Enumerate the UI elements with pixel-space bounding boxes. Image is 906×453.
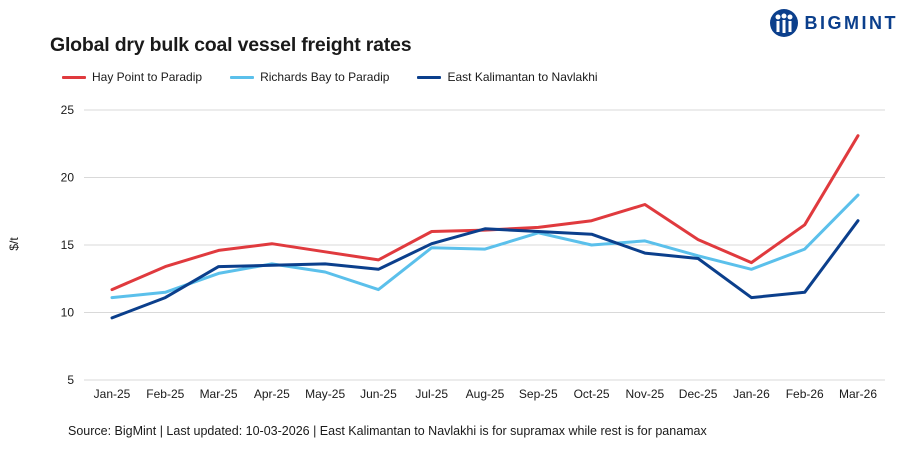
legend-swatch: [62, 75, 86, 79]
data-point: [430, 246, 433, 249]
data-point: [803, 291, 806, 294]
legend-item-east-kalimantan: East Kalimantan to Navlakhi: [417, 70, 598, 84]
legend-item-richards-bay: Richards Bay to Paradip: [230, 70, 389, 84]
data-point: [217, 249, 220, 252]
y-tick-label: 5: [67, 373, 74, 387]
legend-label: Hay Point to Paradip: [92, 70, 203, 84]
data-point: [111, 316, 114, 319]
legend-label: Richards Bay to Paradip: [260, 70, 390, 84]
data-point: [377, 288, 380, 291]
bigmint-logo-icon: [769, 9, 798, 37]
data-point: [643, 239, 646, 242]
y-tick-label: 25: [61, 103, 75, 117]
x-tick-label: Mar-25: [200, 387, 238, 401]
x-tick-label: Feb-25: [146, 387, 184, 401]
chart-legend: Hay Point to Paradip Richards Bay to Par…: [62, 70, 626, 84]
data-point: [697, 257, 700, 260]
y-tick-label: 15: [61, 238, 75, 252]
legend-item-hay-point: Hay Point to Paradip: [62, 70, 202, 84]
x-tick-label: May-25: [305, 387, 345, 401]
data-point: [377, 258, 380, 261]
x-tick-label: Feb-26: [786, 387, 824, 401]
x-tick-label: Jun-25: [360, 387, 397, 401]
data-point: [430, 230, 433, 233]
data-point: [270, 242, 273, 245]
series-line-1: [110, 193, 860, 300]
data-point: [857, 219, 860, 222]
brand-logo: BIGMINT: [769, 8, 899, 38]
data-point: [643, 203, 646, 206]
x-tick-label: Sep-25: [519, 387, 558, 401]
data-point: [164, 291, 167, 294]
data-point: [803, 248, 806, 251]
x-tick-label: Mar-26: [839, 387, 877, 401]
data-point: [270, 264, 273, 267]
data-point: [324, 262, 327, 265]
data-point: [111, 288, 114, 291]
series-line-2: [110, 219, 860, 320]
data-point: [750, 268, 753, 271]
y-tick-label: 10: [61, 306, 75, 320]
data-point: [590, 219, 593, 222]
data-point: [484, 248, 487, 251]
data-point: [803, 223, 806, 226]
data-point: [217, 265, 220, 268]
x-tick-label: Aug-25: [466, 387, 505, 401]
data-point: [750, 296, 753, 299]
chart-title: Global dry bulk coal vessel freight rate…: [50, 34, 412, 56]
data-point: [697, 238, 700, 241]
data-point: [484, 227, 487, 230]
x-tick-label: Jan-25: [94, 387, 131, 401]
data-point: [164, 296, 167, 299]
data-point: [430, 242, 433, 245]
data-point: [643, 252, 646, 255]
x-tick-label: Dec-25: [679, 387, 718, 401]
legend-swatch: [230, 75, 255, 79]
data-point: [590, 233, 593, 236]
x-tick-label: Apr-25: [254, 387, 290, 401]
data-point: [697, 254, 700, 257]
x-tick-label: Jan-26: [733, 387, 770, 401]
source-note: Source: BigMint | Last updated: 10-03-20…: [68, 424, 707, 438]
data-point: [750, 261, 753, 264]
data-point: [377, 268, 380, 271]
legend-swatch: [417, 75, 442, 79]
data-point: [857, 194, 860, 197]
data-point: [217, 272, 220, 275]
data-point: [537, 226, 540, 229]
data-point: [590, 244, 593, 247]
y-tick-label: 20: [61, 171, 75, 185]
data-point: [111, 296, 114, 299]
data-point: [164, 265, 167, 268]
x-tick-label: Oct-25: [574, 387, 610, 401]
legend-label: East Kalimantan to Navlakhi: [447, 70, 598, 84]
data-point: [857, 134, 860, 137]
data-point: [324, 250, 327, 253]
brand-name: BIGMINT: [804, 12, 898, 33]
data-point: [324, 271, 327, 274]
data-point: [537, 230, 540, 233]
x-tick-label: Nov-25: [626, 387, 665, 401]
x-tick-label: Jul-25: [415, 387, 448, 401]
